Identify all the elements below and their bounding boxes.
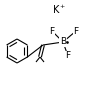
Text: F: F	[73, 27, 79, 36]
Text: K: K	[53, 5, 59, 15]
Text: +: +	[59, 5, 64, 10]
Text: F: F	[49, 27, 55, 36]
Text: B: B	[60, 37, 66, 46]
Text: F: F	[65, 52, 71, 61]
